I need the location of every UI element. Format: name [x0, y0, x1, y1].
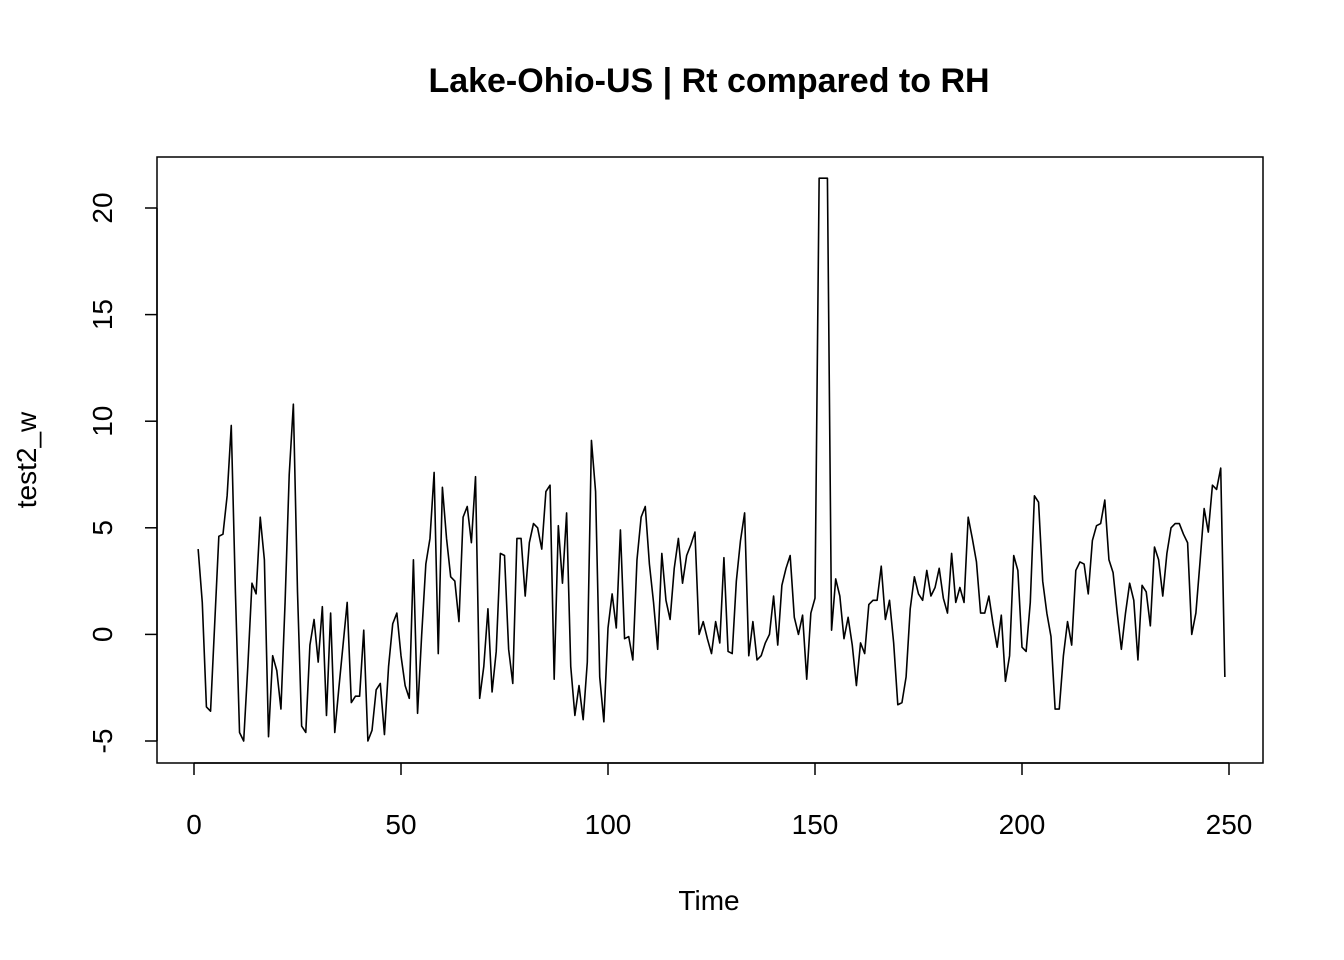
x-axis: 0 50 100 150 200 250 — [186, 762, 1253, 840]
y-tick-label: 10 — [87, 406, 118, 437]
series-line — [197, 177, 1226, 742]
x-tick-label: 100 — [585, 809, 632, 840]
x-tick-label: 150 — [792, 809, 839, 840]
chart-title: Lake-Ohio-US | Rt compared to RH — [428, 62, 989, 100]
x-tick-label: 0 — [186, 809, 202, 840]
x-tick-label: 50 — [385, 809, 416, 840]
x-tick-label: 200 — [999, 809, 1046, 840]
y-axis-label: test2_w — [11, 411, 42, 508]
y-tick-label: 20 — [87, 192, 118, 223]
y-tick-label: 5 — [87, 520, 118, 536]
y-axis: -5 0 5 10 15 20 — [87, 192, 158, 754]
y-tick-label: 0 — [87, 627, 118, 643]
y-tick-label: -5 — [87, 729, 118, 754]
x-tick-label: 250 — [1206, 809, 1253, 840]
plot-frame — [156, 156, 1264, 764]
x-axis-label: Time — [678, 885, 739, 916]
y-tick-label: 15 — [87, 299, 118, 330]
